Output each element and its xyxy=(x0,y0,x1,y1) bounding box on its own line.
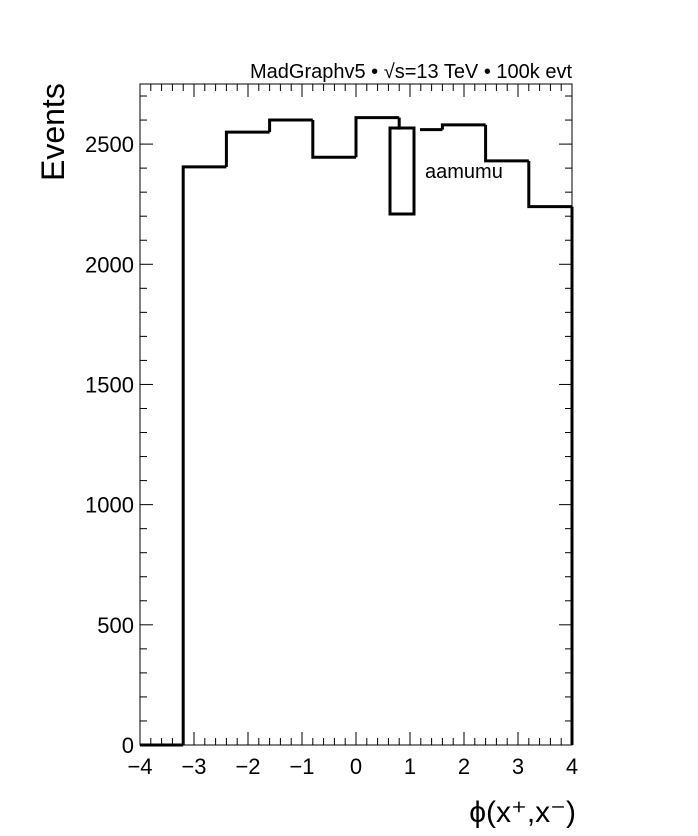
histogram-bin-5 xyxy=(354,116,400,158)
x-tick-label: 0 xyxy=(350,754,362,779)
histogram-bin-2 xyxy=(224,130,270,167)
y-tick-labels: 0 500 1000 1500 2000 2500 xyxy=(85,132,134,758)
x-tick-label: 1 xyxy=(404,754,416,779)
x-tick-label: −2 xyxy=(235,754,260,779)
y-tick-label: 1000 xyxy=(85,493,134,518)
histogram-bin-8 xyxy=(484,124,529,163)
x-tick-label: −4 xyxy=(127,754,152,779)
x-tick-label: 4 xyxy=(566,754,578,779)
x-tick-label: 2 xyxy=(458,754,470,779)
y-tick-label: 2000 xyxy=(85,252,134,277)
histogram-bin-7 xyxy=(440,123,486,130)
histogram-series xyxy=(140,116,574,747)
x-axis-label: ϕ(x⁺,x⁻) xyxy=(469,796,576,829)
legend-label-aamumu: aamumu xyxy=(425,161,503,183)
header-text: MadGraphv5 • √s=13 TeV • 100k evt xyxy=(250,61,572,83)
y-tick-label: 1500 xyxy=(85,372,134,397)
x-tick-label: −1 xyxy=(289,754,314,779)
plot-frame xyxy=(139,83,573,746)
y-tick-label: 0 xyxy=(122,733,134,758)
histogram-bin-1 xyxy=(181,165,227,745)
histogram-bin-4 xyxy=(311,120,356,159)
y-axis-label: Events xyxy=(35,83,71,181)
x-tick-label: −3 xyxy=(181,754,206,779)
y-tick-label: 500 xyxy=(97,613,134,638)
legend: aamumu xyxy=(388,126,503,216)
histogram-bin-9 xyxy=(527,160,572,209)
axis-ticks xyxy=(139,84,573,746)
x-tick-label: 3 xyxy=(512,754,524,779)
y-tick-label: 2500 xyxy=(85,132,134,157)
histogram-bin-3 xyxy=(268,118,313,133)
x-tick-labels: −4 −3 −2 −1 0 1 2 3 4 xyxy=(127,754,578,779)
legend-marker-aamumu xyxy=(388,126,416,216)
